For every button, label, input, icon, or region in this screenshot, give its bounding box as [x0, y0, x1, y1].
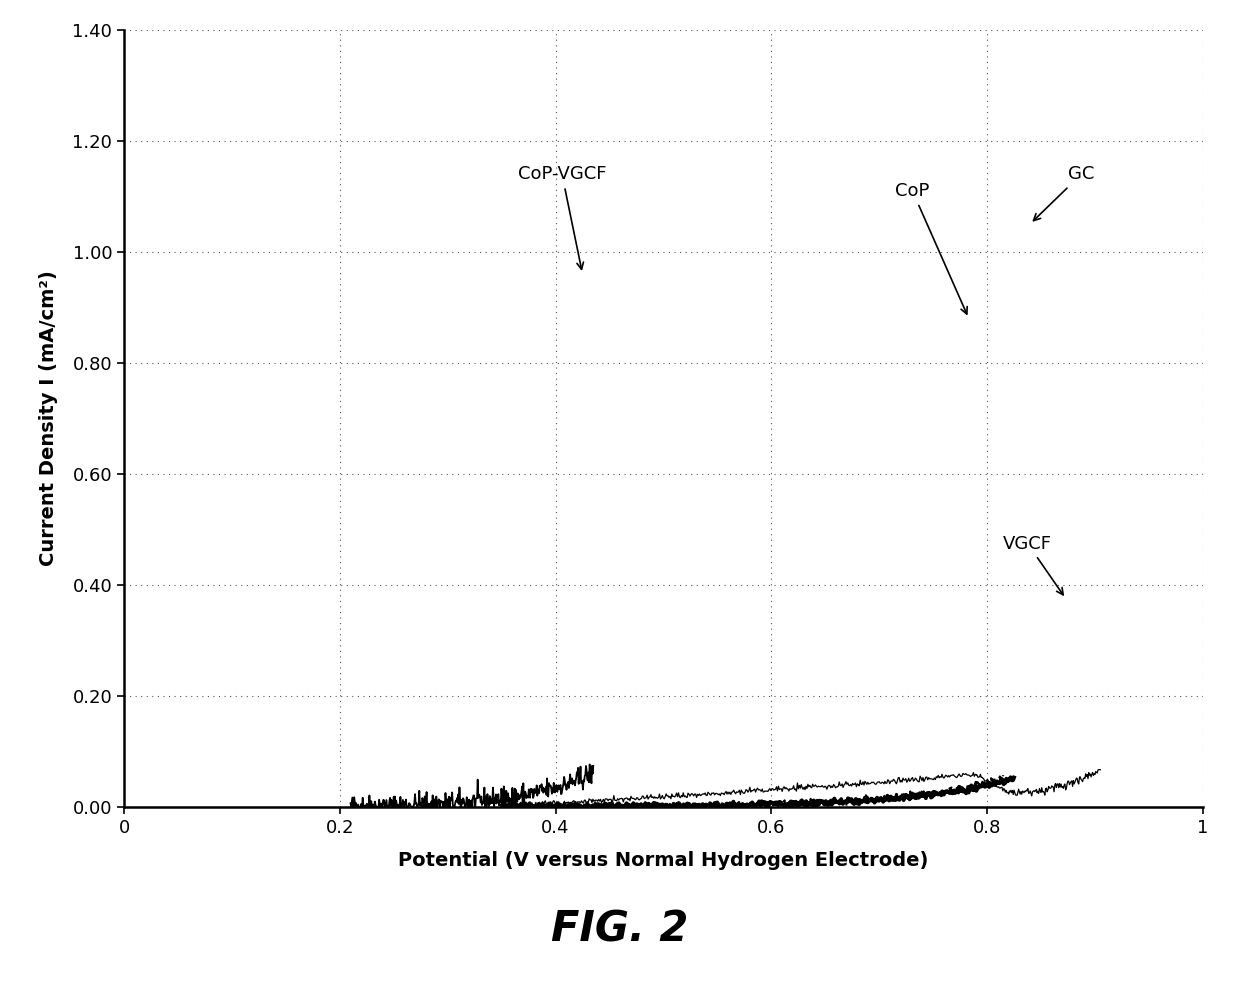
- Y-axis label: Current Density I (mA/cm²): Current Density I (mA/cm²): [40, 271, 58, 566]
- Text: GC: GC: [1033, 165, 1095, 220]
- Text: FIG. 2: FIG. 2: [552, 909, 688, 951]
- X-axis label: Potential (V versus Normal Hydrogen Electrode): Potential (V versus Normal Hydrogen Elec…: [398, 850, 929, 870]
- Text: VGCF: VGCF: [1003, 534, 1063, 595]
- Text: CoP-VGCF: CoP-VGCF: [518, 165, 606, 270]
- Text: CoP: CoP: [895, 182, 967, 314]
